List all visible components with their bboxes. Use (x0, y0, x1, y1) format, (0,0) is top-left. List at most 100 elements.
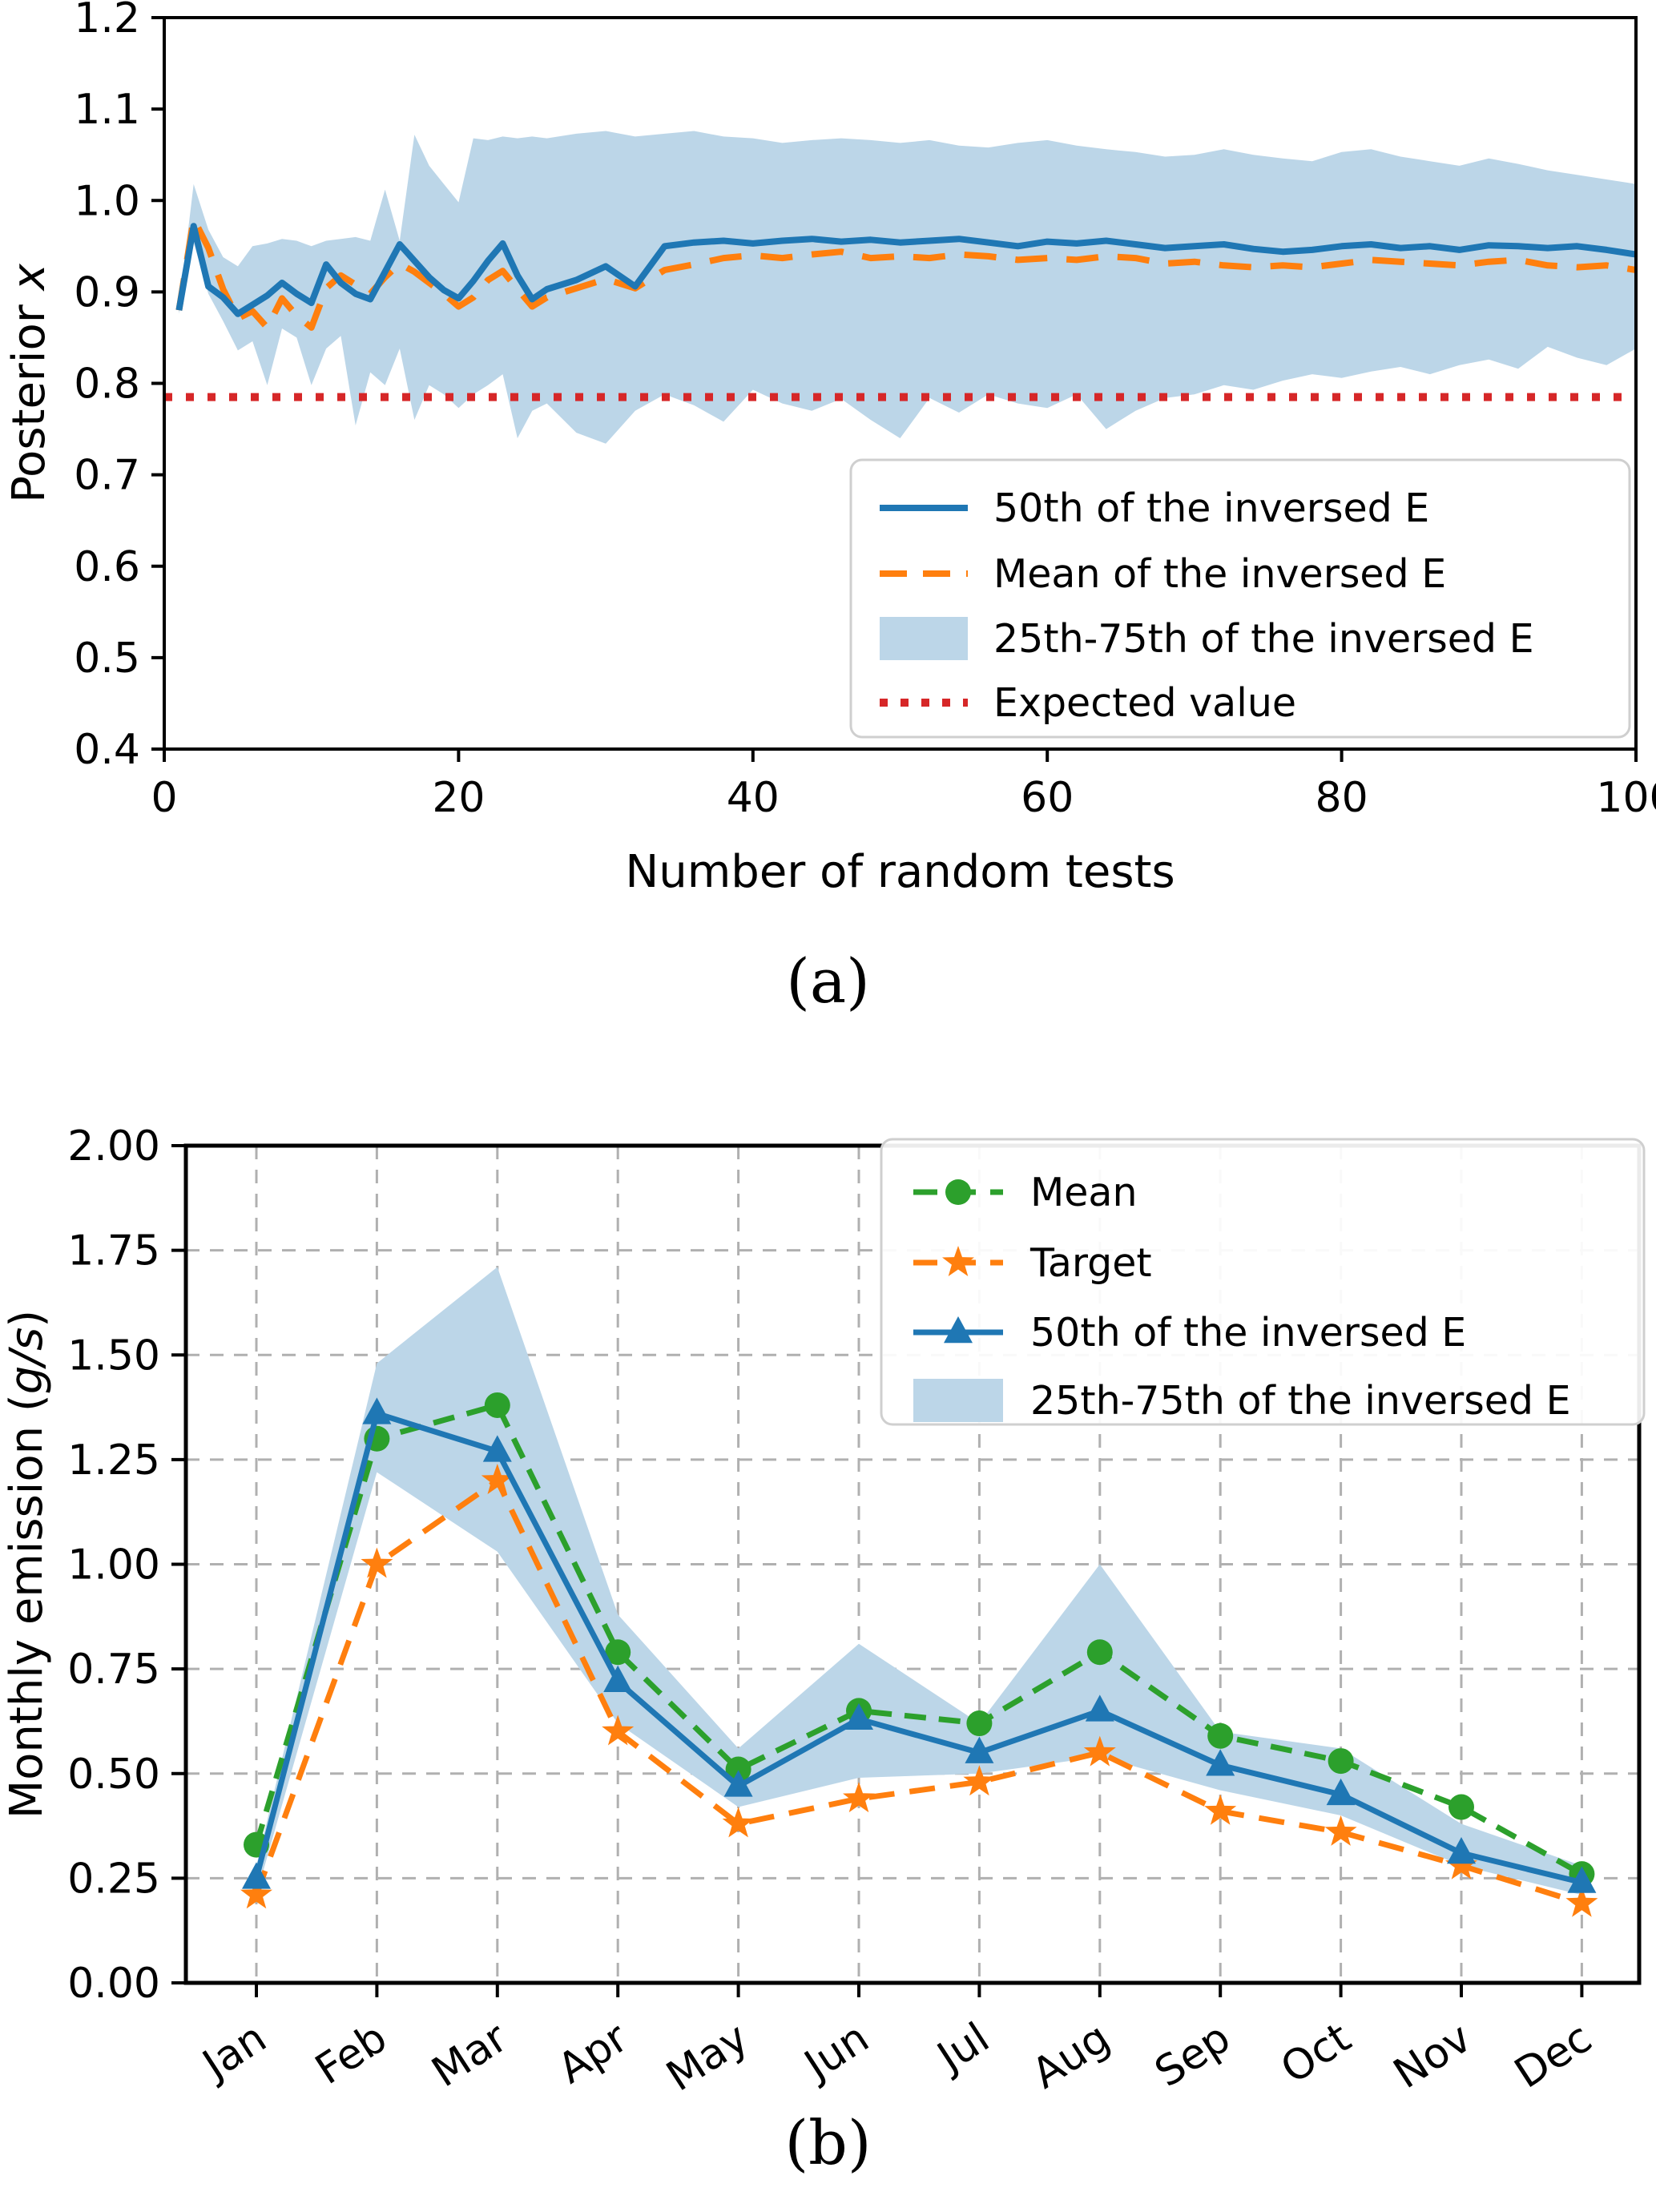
p50-series-marker (1206, 1749, 1235, 1776)
x-tick-label: Jul (928, 2014, 998, 2083)
x-tick-label: Feb (308, 2014, 396, 2094)
y-tick-label: 0.8 (74, 361, 140, 409)
legend-label: 25th-75th of the inversed E (993, 616, 1534, 662)
chart-a-container: 0 20 40 60 80 100 0.4 0.5 0.6 0.7 0.8 0.9 1.0 1.1 1.2 N… (0, 0, 1656, 921)
mean-series-marker (1086, 1639, 1113, 1666)
chart-b-container: Jan Feb Mar Apr May Jun Jul Aug Sep Oct Nov Dec 0.00… (0, 1066, 1656, 2099)
legend-item-4: 25th-75th of the inversed E (913, 1378, 1571, 1424)
y-tick-label: 0.7 (74, 452, 140, 500)
target-series (240, 1464, 1598, 1917)
target-series-marker (722, 1807, 755, 1838)
y-axis-label: Monthly emission (g/s) (1, 1310, 53, 1819)
target-series-marker (1083, 1735, 1116, 1767)
x-tick-label: 100 (1596, 774, 1656, 822)
target-series-marker (963, 1765, 996, 1796)
mean-series-marker (1448, 1794, 1474, 1820)
p50-line (175, 223, 1637, 317)
band-25th-75th-area (256, 1267, 1582, 1896)
x-tick-label: Nov (1385, 2014, 1480, 2099)
y-tick-label: 1.0 (74, 177, 140, 225)
x-tick-label: Jan (193, 2014, 275, 2091)
target-series-marker (481, 1464, 514, 1494)
target-series-marker (1445, 1848, 1477, 1880)
legend-box (849, 458, 1631, 739)
p50-series-marker (1085, 1694, 1114, 1722)
target-series-marker (1204, 1794, 1237, 1825)
y-axis-label: Posterior x (3, 263, 55, 502)
legend-item-3: 50th of the inversed E (913, 1310, 1466, 1356)
p50-series-marker (1326, 1778, 1356, 1806)
p50-series-marker (1447, 1837, 1476, 1864)
legend-item-1: 50th of the inversed E (880, 486, 1429, 531)
legend-box (880, 1138, 1646, 1426)
p50-series-marker (844, 1702, 873, 1731)
mean-series-marker (484, 1392, 510, 1418)
y-tick-label: 1.75 (67, 1227, 160, 1275)
p50-series (242, 1397, 1597, 1893)
p50-series-line (253, 1410, 1583, 1886)
mean-series-line (253, 1402, 1584, 1877)
y-tick-label: 0.50 (67, 1751, 160, 1799)
mean-series-marker (966, 1710, 993, 1737)
y-tick-label: 0.6 (74, 543, 140, 591)
mean-series (244, 1392, 1595, 1888)
band-25th-75th-area (179, 131, 1636, 444)
x-tick-label: Oct (1273, 2014, 1360, 2093)
mean-line (175, 216, 1637, 331)
legend-item-1: Mean (913, 1170, 1138, 1215)
y-tick-label: 0.00 (67, 1960, 160, 2008)
legend-star-marker (942, 1246, 974, 1276)
chart-b-svg: Jan Feb Mar Apr May Jun Jul Aug Sep Oct Nov Dec 0.00… (1, 1122, 1646, 2099)
x-tick-label: 80 (1316, 774, 1368, 822)
legend-label: Mean (1030, 1170, 1138, 1215)
caption-a: (a) (786, 945, 870, 1017)
x-tick-label: 60 (1021, 774, 1074, 822)
x-tick-label: Dec (1506, 2014, 1600, 2098)
legend-triangle-marker (944, 1316, 973, 1344)
y-tick-label: 0.4 (74, 726, 140, 774)
target-series-marker (602, 1714, 635, 1746)
legend-item-3: 25th-75th of the inversed E (880, 616, 1534, 662)
target-series-marker (1324, 1815, 1357, 1846)
x-axis-label: Number of random tests (625, 846, 1175, 898)
caption-b: (b) (784, 2107, 872, 2178)
x-tick-label: 20 (432, 774, 485, 822)
legend-label: Mean of the inversed E (993, 551, 1446, 597)
y-tick-label: 0.5 (74, 635, 140, 683)
figure-a: 0 20 40 60 80 100 0.4 0.5 0.6 0.7 0.8 0.9 1.0 1.1 1.2 N… (0, 0, 1656, 1042)
x-tick-label: 40 (727, 774, 780, 822)
legend-item-2: Target (913, 1240, 1152, 1286)
legend-label: 25th-75th of the inversed E (1030, 1378, 1571, 1424)
legend-patch-swatch (913, 1379, 1003, 1422)
target-series-line (253, 1477, 1583, 1907)
legend-label: Target (1029, 1240, 1152, 1286)
x-tick-label: Jun (795, 2014, 877, 2091)
y-tick-label: 1.2 (74, 0, 140, 42)
figure-b: Jan Feb Mar Apr May Jun Jul Aug Sep Oct Nov Dec 0.00… (0, 1066, 1656, 2195)
mean-series-marker (1328, 1748, 1354, 1775)
x-tick-label: Aug (1024, 2014, 1118, 2099)
target-series-marker (361, 1547, 393, 1578)
p50-series-marker (242, 1862, 271, 1889)
target-series-marker (1565, 1886, 1598, 1917)
legend-label: Expected value (993, 680, 1296, 726)
y-tick-label: 2.00 (67, 1122, 160, 1170)
legend-label: 50th of the inversed E (993, 486, 1429, 531)
mean-series-marker (605, 1639, 631, 1666)
y-tick-label: 0.9 (74, 268, 140, 316)
legend-item-2: Mean of the inversed E (880, 551, 1446, 597)
x-tick-label: Apr (550, 2013, 637, 2093)
y-tick-label: 1.00 (67, 1541, 160, 1589)
chart-a-svg: 0 20 40 60 80 100 0.4 0.5 0.6 0.7 0.8 0.9 1.0 1.1 1.2 N… (3, 0, 1656, 898)
x-tick-label: May (659, 2014, 757, 2099)
x-tick-label: Sep (1146, 2014, 1239, 2097)
y-tick-label: 0.75 (67, 1646, 160, 1694)
p50-series-marker (482, 1435, 512, 1462)
y-tick-label: 1.1 (74, 86, 140, 134)
legend-label: 50th of the inversed E (1030, 1310, 1466, 1356)
p50-series-marker (603, 1665, 633, 1692)
mean-series-marker (725, 1756, 751, 1783)
target-series-marker (240, 1878, 272, 1909)
p50-series-marker (362, 1397, 392, 1424)
target-series-marker (843, 1782, 875, 1813)
